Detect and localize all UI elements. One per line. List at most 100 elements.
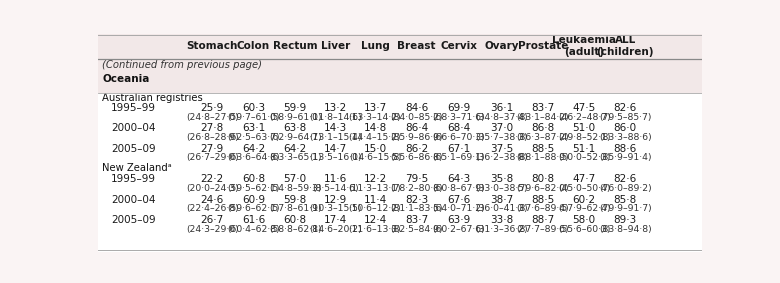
Text: 37·0: 37·0 xyxy=(490,123,513,133)
Text: 35·8: 35·8 xyxy=(490,175,513,185)
Text: 89·3: 89·3 xyxy=(614,215,636,225)
Text: Stomach: Stomach xyxy=(186,41,238,51)
Text: 59·8: 59·8 xyxy=(284,194,307,205)
Text: Liver: Liver xyxy=(321,41,350,51)
Text: 38·7: 38·7 xyxy=(490,194,513,205)
Text: 12·2: 12·2 xyxy=(363,175,387,185)
Text: 15·0: 15·0 xyxy=(363,144,387,154)
Text: (83·3–88·6): (83·3–88·6) xyxy=(599,133,651,142)
Text: 80·8: 80·8 xyxy=(531,175,555,185)
Text: (63·6–64·8): (63·6–64·8) xyxy=(227,153,280,162)
Text: (58·8–62·8): (58·8–62·8) xyxy=(269,225,321,234)
Text: (45·0–50·4): (45·0–50·4) xyxy=(558,184,610,193)
Text: 13·7: 13·7 xyxy=(363,103,387,113)
Text: 82·6: 82·6 xyxy=(614,103,636,113)
Text: 82·6: 82·6 xyxy=(614,175,636,185)
Text: (87·6–89·4): (87·6–89·4) xyxy=(516,204,569,213)
Text: 12·4: 12·4 xyxy=(363,215,387,225)
Text: (59·5–62·1): (59·5–62·1) xyxy=(227,184,280,193)
Text: Leukaemia
(adult): Leukaemia (adult) xyxy=(552,35,616,57)
Text: 14·7: 14·7 xyxy=(324,144,347,154)
Text: (81·1–83·5): (81·1–83·5) xyxy=(391,204,443,213)
Text: 25·9: 25·9 xyxy=(200,103,224,113)
Text: 79·5: 79·5 xyxy=(405,175,428,185)
Text: 60·3: 60·3 xyxy=(242,103,265,113)
Text: Cervix: Cervix xyxy=(441,41,477,51)
Text: 82·3: 82·3 xyxy=(405,194,428,205)
Text: 86·0: 86·0 xyxy=(614,123,636,133)
Text: 26·7: 26·7 xyxy=(200,215,224,225)
Text: Australian registries: Australian registries xyxy=(102,93,203,103)
Text: 14·8: 14·8 xyxy=(363,123,387,133)
Text: 63·1: 63·1 xyxy=(242,123,265,133)
Text: 36·1: 36·1 xyxy=(490,103,513,113)
Text: (50·0–52·3): (50·0–52·3) xyxy=(558,153,610,162)
Text: (62·5–63·7): (62·5–63·7) xyxy=(227,133,280,142)
Text: 47·5: 47·5 xyxy=(573,103,596,113)
Text: (11·6–13·3): (11·6–13·3) xyxy=(349,225,401,234)
Bar xyxy=(98,93,702,252)
Text: (76·0–89·2): (76·0–89·2) xyxy=(599,184,651,193)
Text: 85·8: 85·8 xyxy=(614,194,636,205)
Text: (57·8–61·9): (57·8–61·9) xyxy=(269,204,321,213)
Text: 22·2: 22·2 xyxy=(200,175,224,185)
Text: 60·8: 60·8 xyxy=(242,175,265,185)
Text: (60·8–67·9): (60·8–67·9) xyxy=(433,184,485,193)
Text: 2005–09: 2005–09 xyxy=(111,215,155,225)
Text: (14·6–15·5): (14·6–15·5) xyxy=(349,153,401,162)
Text: 59·9: 59·9 xyxy=(284,103,307,113)
Text: (54·8–59·3): (54·8–59·3) xyxy=(269,184,321,193)
Text: (35·7–38·3): (35·7–38·3) xyxy=(475,133,527,142)
Text: (14·6–20·2): (14·6–20·2) xyxy=(310,225,362,234)
Text: (59·6–62·1): (59·6–62·1) xyxy=(227,204,280,213)
Text: 27·8: 27·8 xyxy=(200,123,224,133)
Text: 69·9: 69·9 xyxy=(448,103,470,113)
Text: (22·4–26·8): (22·4–26·8) xyxy=(186,204,239,213)
Text: 58·0: 58·0 xyxy=(573,215,596,225)
Text: 11·6: 11·6 xyxy=(324,175,347,185)
Text: 2005–09: 2005–09 xyxy=(111,144,155,154)
Text: 63·8: 63·8 xyxy=(284,123,307,133)
Text: 57·0: 57·0 xyxy=(284,175,307,185)
Text: (13·3–14·2): (13·3–14·2) xyxy=(349,113,401,122)
Text: 51·0: 51·0 xyxy=(573,123,596,133)
Text: 51·1: 51·1 xyxy=(573,144,596,154)
Text: 60·9: 60·9 xyxy=(242,194,265,205)
Text: (82·5–84·9): (82·5–84·9) xyxy=(391,225,443,234)
Text: (36·0–41·3): (36·0–41·3) xyxy=(475,204,527,213)
Text: (63·3–65·1): (63·3–65·1) xyxy=(269,153,321,162)
Text: (55·6–60·3): (55·6–60·3) xyxy=(558,225,610,234)
Text: (60·4–62·8): (60·4–62·8) xyxy=(227,225,280,234)
Text: (78·2–80·8): (78·2–80·8) xyxy=(390,184,443,193)
Text: 64·2: 64·2 xyxy=(242,144,265,154)
Text: (Continued from previous page): (Continued from previous page) xyxy=(102,60,262,70)
Text: (49·8–52·1): (49·8–52·1) xyxy=(558,133,611,142)
Text: 88·5: 88·5 xyxy=(531,194,555,205)
Text: 27·9: 27·9 xyxy=(200,144,224,154)
Text: (14·4–15·2): (14·4–15·2) xyxy=(349,133,401,142)
Text: (85·9–91·4): (85·9–91·4) xyxy=(599,153,651,162)
Text: (65·1–69·1): (65·1–69·1) xyxy=(433,153,485,162)
Text: (66·6–70·3): (66·6–70·3) xyxy=(433,133,485,142)
Text: (83·1–84·2): (83·1–84·2) xyxy=(516,113,569,122)
Text: (24·3–29·0): (24·3–29·0) xyxy=(186,225,239,234)
Text: 1995–99: 1995–99 xyxy=(111,175,156,185)
Text: (58·9–61·0): (58·9–61·0) xyxy=(269,113,321,122)
Text: 67·1: 67·1 xyxy=(448,144,470,154)
Text: 84·6: 84·6 xyxy=(405,103,428,113)
Text: Colon: Colon xyxy=(237,41,270,51)
Text: 1995–99: 1995–99 xyxy=(111,103,156,113)
Text: 88·7: 88·7 xyxy=(531,215,555,225)
Text: 14·3: 14·3 xyxy=(324,123,347,133)
Text: 11·4: 11·4 xyxy=(363,194,387,205)
Text: 12·9: 12·9 xyxy=(324,194,347,205)
Text: 17·4: 17·4 xyxy=(324,215,347,225)
Text: (34·8–37·4): (34·8–37·4) xyxy=(475,113,527,122)
Text: Breast: Breast xyxy=(398,41,436,51)
Text: 88·5: 88·5 xyxy=(531,144,555,154)
Text: (36·2–38·8): (36·2–38·8) xyxy=(475,153,527,162)
Text: (10·3–15·5): (10·3–15·5) xyxy=(310,204,362,213)
Text: (79·6–82·0): (79·6–82·0) xyxy=(516,184,569,193)
Bar xyxy=(98,59,702,93)
Text: Ovary: Ovary xyxy=(484,41,519,51)
